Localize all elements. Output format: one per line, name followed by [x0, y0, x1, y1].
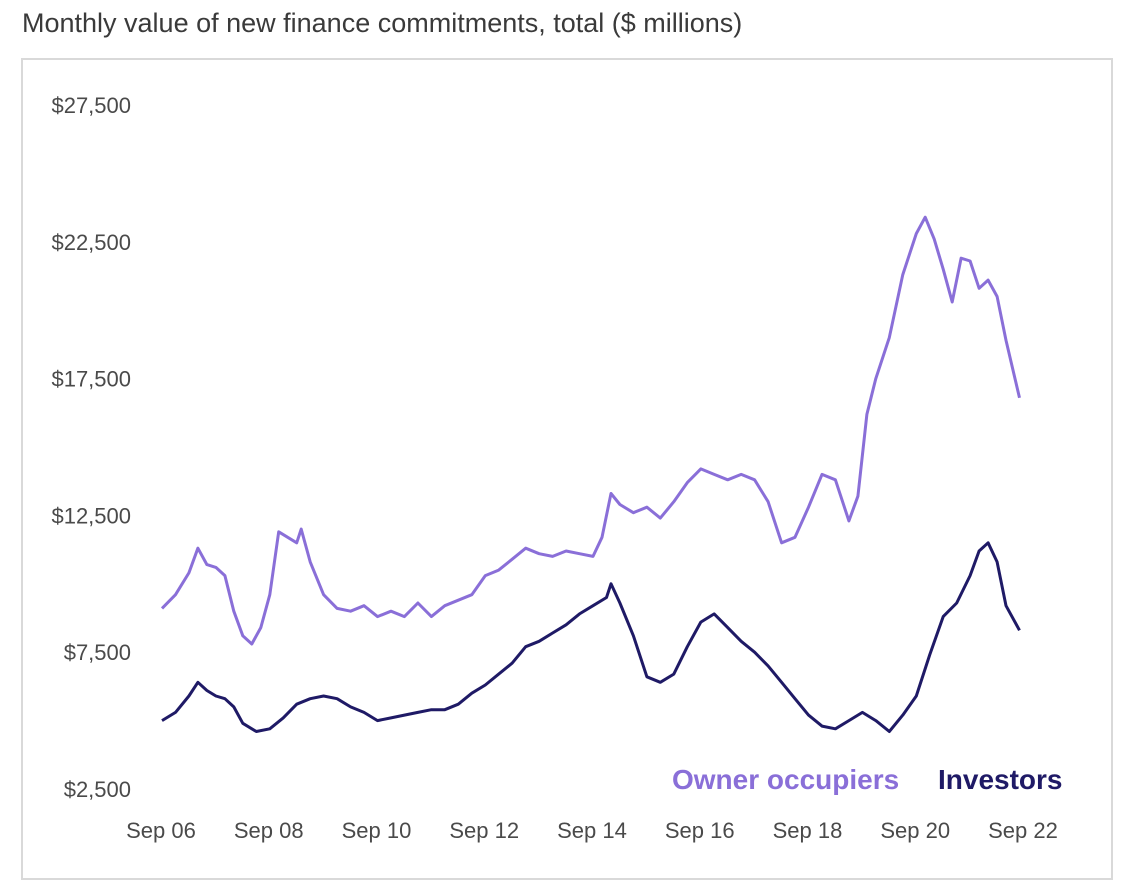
y-tick-label: $2,500: [64, 777, 131, 802]
series-line-investors: [161, 541, 1021, 733]
chart-title: Monthly value of new finance commitments…: [22, 8, 743, 38]
legend-owner-occupiers: Owner occupiers: [672, 764, 900, 795]
series-line-owner-occupiers: [160, 215, 1021, 646]
x-tick-label: Sep 10: [342, 818, 412, 843]
x-tick-label: Sep 14: [557, 818, 627, 843]
series-lines: [160, 215, 1021, 733]
y-tick-label: $22,500: [51, 230, 131, 255]
y-tick-label: $7,500: [64, 640, 131, 665]
x-tick-label: Sep 08: [234, 818, 304, 843]
x-tick-label: Sep 12: [449, 818, 519, 843]
x-tick-label: Sep 06: [126, 818, 196, 843]
y-tick-label: $12,500: [51, 503, 131, 528]
y-tick-label: $17,500: [51, 367, 131, 392]
x-axis-ticks: Sep 06 Sep 08 Sep 10 Sep 12 Sep 14 Sep 16 Sep …: [126, 818, 1058, 843]
x-tick-label: Sep 22: [988, 818, 1058, 843]
x-tick-label: Sep 20: [880, 818, 950, 843]
x-tick-label: Sep 16: [665, 818, 735, 843]
y-axis-ticks: $2,500 $7,500 $12,500 $17,500 $22,500 $27,500: [51, 93, 131, 802]
y-tick-label: $27,500: [51, 93, 131, 118]
x-tick-label: Sep 18: [773, 818, 843, 843]
chart-frame: [21, 58, 1113, 880]
legend-investors: Investors: [938, 764, 1063, 795]
